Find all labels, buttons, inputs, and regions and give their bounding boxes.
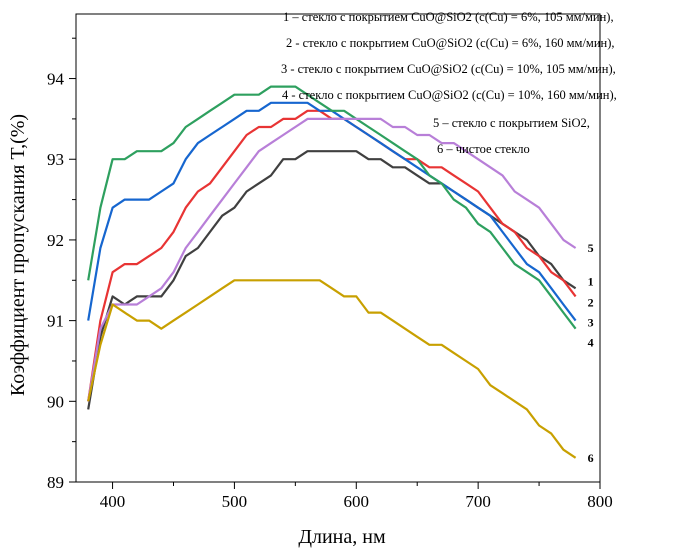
legend-entry-2: 2 - стекло с покрытием CuO@SiO2 (c(Cu) =… xyxy=(286,36,615,50)
y-axis-title: Коэффициент пропускания T,(%) xyxy=(7,114,29,396)
series-4-line xyxy=(87,85,577,330)
curve-label-6: 6 xyxy=(588,451,594,465)
x-tick-label: 800 xyxy=(587,492,613,511)
y-tick-label: 93 xyxy=(47,150,64,169)
series-5-line xyxy=(87,117,577,402)
x-axis-title: Длина, нм xyxy=(298,526,386,548)
series-layer xyxy=(87,85,577,459)
y-tick-label: 92 xyxy=(47,231,64,250)
curve-label-3: 3 xyxy=(588,316,594,330)
x-tick-label: 400 xyxy=(100,492,126,511)
legend-entry-5: 5 – стекло с покрытием SiO2, xyxy=(433,116,590,130)
x-tick-label: 500 xyxy=(222,492,248,511)
y-tick-label: 94 xyxy=(47,70,65,89)
curve-label-1: 1 xyxy=(588,274,594,288)
legend-entry-1: 1 – стекло с покрытием CuO@SiO2 (c(Cu) =… xyxy=(283,10,614,24)
curve-label-4: 4 xyxy=(588,336,594,350)
y-tick-label: 90 xyxy=(47,392,64,411)
x-tick-label: 600 xyxy=(344,492,370,511)
series-6-line xyxy=(87,279,577,459)
legend: 1 – стекло с покрытием CuO@SiO2 (c(Cu) =… xyxy=(281,10,617,156)
curve-label-2: 2 xyxy=(588,295,594,309)
series-1-line xyxy=(87,150,577,410)
axes: 400 500 600 700 800 89 90 91 92 93 94 xyxy=(47,13,613,511)
y-tick-label: 89 xyxy=(47,473,64,492)
plot-frame xyxy=(75,13,601,483)
curve-labels: 1 2 3 4 5 6 xyxy=(588,241,594,465)
legend-entry-6: 6 – чистое стекло xyxy=(437,142,530,156)
y-tick-label: 91 xyxy=(47,312,64,331)
curve-label-5: 5 xyxy=(588,241,594,255)
x-tick-label: 700 xyxy=(465,492,491,511)
legend-entry-4: 4 - стекло с покрытием CuO@SiO2 (c(Cu) =… xyxy=(282,88,617,102)
legend-entry-3: 3 - стекло с покрытием CuO@SiO2 (c(Cu) =… xyxy=(281,62,616,76)
